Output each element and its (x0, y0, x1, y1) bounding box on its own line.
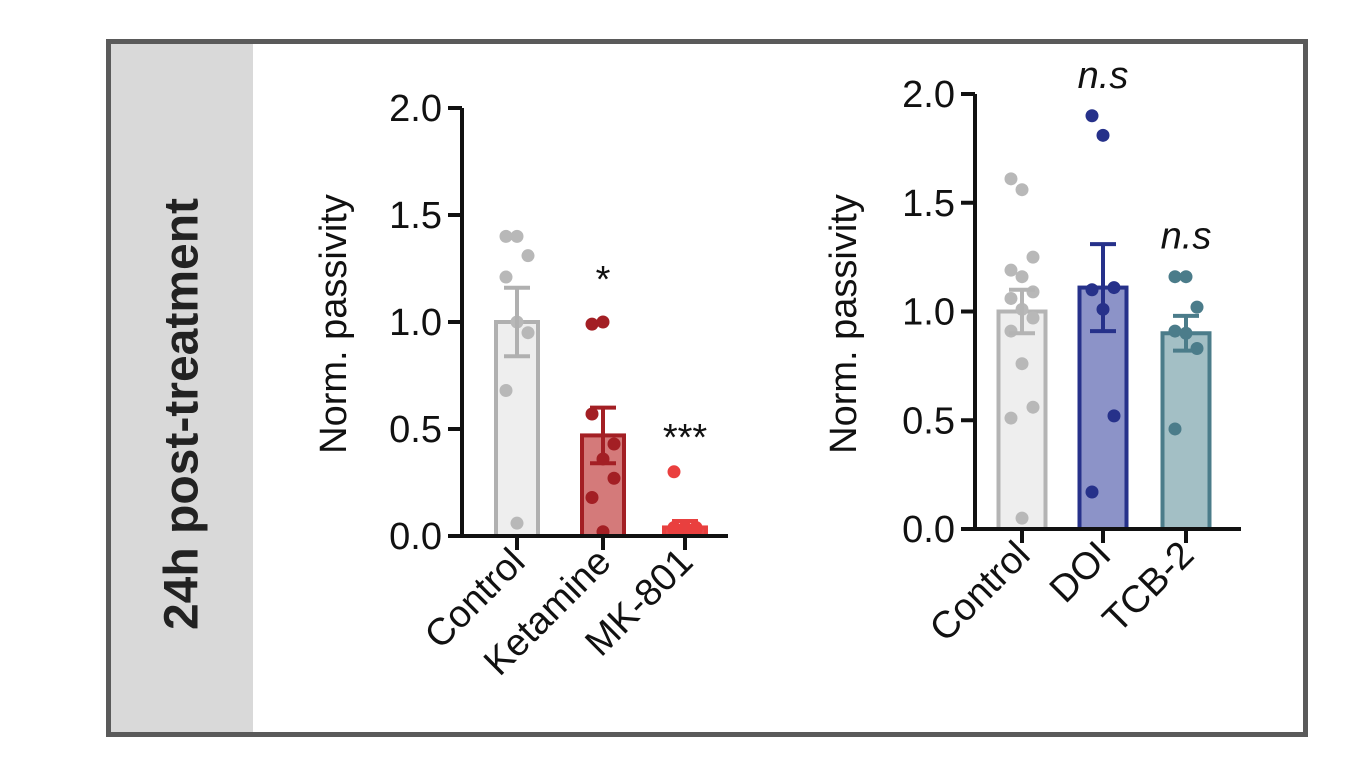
data-point (1026, 250, 1040, 264)
data-point (1190, 341, 1204, 355)
y-tick-label: 2.0 (902, 74, 955, 116)
y-axis-label: Norm. passivity (823, 194, 865, 454)
charts-canvas: 0.00.51.01.52.0ControlKetamineMK-801Norm… (313, 55, 1241, 684)
data-point (1168, 270, 1182, 284)
data-point (1085, 485, 1099, 499)
chart-1: 0.00.51.01.52.0ControlKetamineMK-801Norm… (313, 88, 728, 684)
data-point (1026, 285, 1040, 299)
significance-marker: n.s (1078, 55, 1129, 97)
data-point (585, 407, 599, 421)
data-point (667, 465, 681, 479)
y-tick-label: 0.5 (902, 400, 955, 442)
data-point (1004, 411, 1018, 425)
data-point (1004, 324, 1018, 338)
data-point (585, 317, 599, 331)
data-point (510, 516, 524, 530)
category-label-tcb-2: TCB-2 (1095, 534, 1202, 641)
data-point (1026, 400, 1040, 414)
y-tick-label: 0.5 (389, 409, 442, 451)
data-point (689, 520, 703, 534)
y-tick-label: 0.0 (389, 516, 442, 558)
data-point (1004, 172, 1018, 186)
data-point (1168, 422, 1182, 436)
data-point (596, 315, 610, 329)
data-point (1015, 357, 1029, 371)
data-point (499, 383, 513, 397)
data-point (1107, 409, 1121, 423)
data-point (1179, 270, 1193, 284)
data-point (1026, 311, 1040, 325)
data-point (1015, 270, 1029, 284)
bar-tcb-2 (1160, 331, 1212, 531)
y-axis-label: Norm. passivity (313, 194, 355, 454)
side-panel: 24h post-treatment (111, 44, 253, 732)
y-tick-label: 1.0 (902, 292, 955, 334)
significance-marker: *** (663, 417, 708, 459)
y-tick-label: 0.0 (902, 509, 955, 551)
data-point (585, 490, 599, 504)
data-point (1085, 283, 1099, 297)
data-point (521, 326, 535, 340)
data-point (1015, 511, 1029, 525)
data-point (1004, 263, 1018, 277)
data-point (607, 471, 621, 485)
significance-marker: n.s (1161, 216, 1212, 258)
data-point (1015, 183, 1029, 197)
data-point (499, 270, 513, 284)
data-point (607, 437, 621, 451)
significance-marker: * (596, 259, 611, 301)
y-tick-label: 1.5 (389, 195, 442, 237)
data-point (499, 229, 513, 243)
data-point (1004, 291, 1018, 305)
y-tick-label: 1.0 (389, 302, 442, 344)
data-point (510, 229, 524, 243)
data-point (521, 249, 535, 263)
data-point (1190, 300, 1204, 314)
data-point (1107, 281, 1121, 295)
figure-frame: 24h post-treatment 0.0 0.5 1.0 1.5 2.0 Contro… (106, 39, 1308, 737)
data-point (1085, 109, 1099, 123)
data-point (1168, 324, 1182, 338)
y-tick-label: 1.5 (902, 183, 955, 225)
data-point (1096, 128, 1110, 142)
y-tick-label: 2.0 (389, 88, 442, 130)
category-label-control: Control (922, 534, 1038, 650)
